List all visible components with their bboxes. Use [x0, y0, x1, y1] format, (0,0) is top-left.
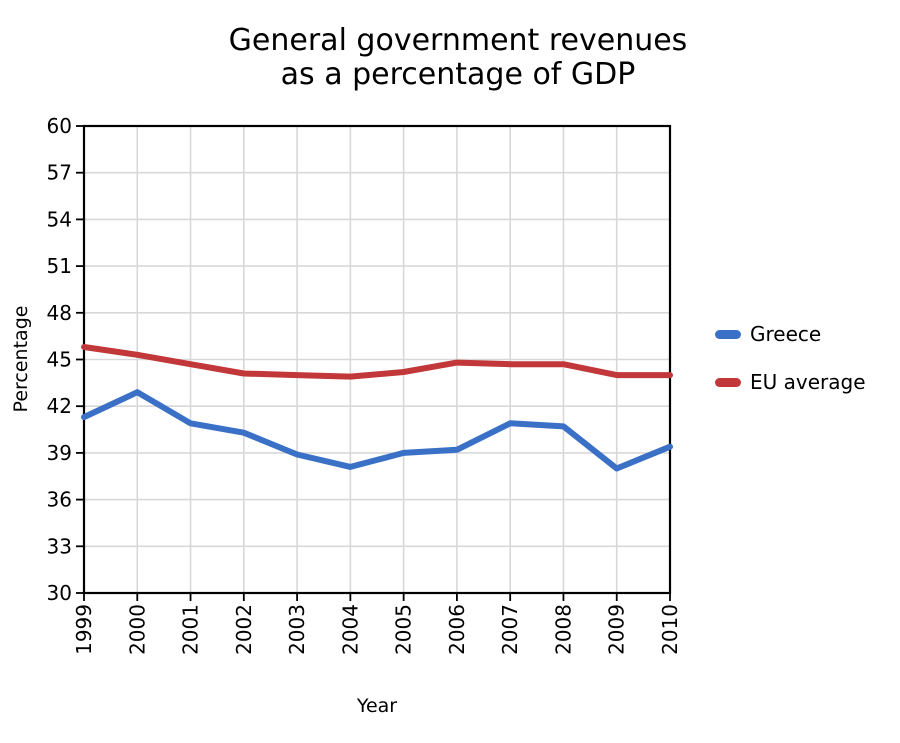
x-tick-label: 2000	[125, 604, 149, 655]
x-tick-label: 2004	[338, 604, 362, 655]
chart-title-line2: as a percentage of GDP	[280, 57, 636, 92]
x-tick-label: 2001	[179, 604, 203, 655]
x-tick-label: 2010	[658, 604, 682, 655]
x-tick-label: 2006	[445, 604, 469, 655]
y-tick-label: 33	[47, 534, 72, 558]
legend-item-greece: Greece	[715, 321, 866, 347]
chart-title-line1: General government revenues	[228, 23, 688, 58]
legend-label-eu-average: EU average	[750, 370, 866, 394]
x-tick-label: 2005	[392, 604, 416, 655]
y-tick-label: 57	[47, 161, 72, 185]
eu-average-line	[81, 344, 673, 380]
y-tick-label: 54	[47, 207, 72, 231]
x-tick-label: 2008	[551, 604, 575, 655]
x-tick-label: 1999	[72, 604, 96, 655]
x-tick-label: 2009	[605, 604, 629, 655]
y-tick-label: 45	[47, 348, 72, 372]
y-axis-label: Percentage	[10, 305, 32, 413]
x-tick-label: 2003	[285, 604, 309, 655]
x-tick-label: 2007	[498, 604, 522, 655]
x-tick-label: 2002	[232, 604, 256, 655]
y-tick-label: 30	[47, 581, 72, 605]
legend: Greece EU average	[715, 321, 866, 417]
greece-line	[81, 389, 673, 472]
y-tick-label: 39	[47, 441, 72, 465]
y-tick-label: 36	[47, 488, 72, 512]
eu-average-series-swatch-icon	[715, 377, 741, 387]
legend-label-greece: Greece	[750, 322, 822, 346]
y-tick-label: 60	[47, 114, 72, 138]
x-axis-label: Year	[356, 695, 398, 717]
chart-title: General government revenues as a percent…	[229, 24, 688, 92]
legend-item-eu-average: EU average	[715, 369, 866, 395]
y-tick-label: 51	[47, 254, 72, 278]
y-tick-label: 42	[47, 394, 72, 418]
greece-series-swatch-icon	[715, 329, 741, 339]
y-tick-label: 48	[47, 301, 72, 325]
